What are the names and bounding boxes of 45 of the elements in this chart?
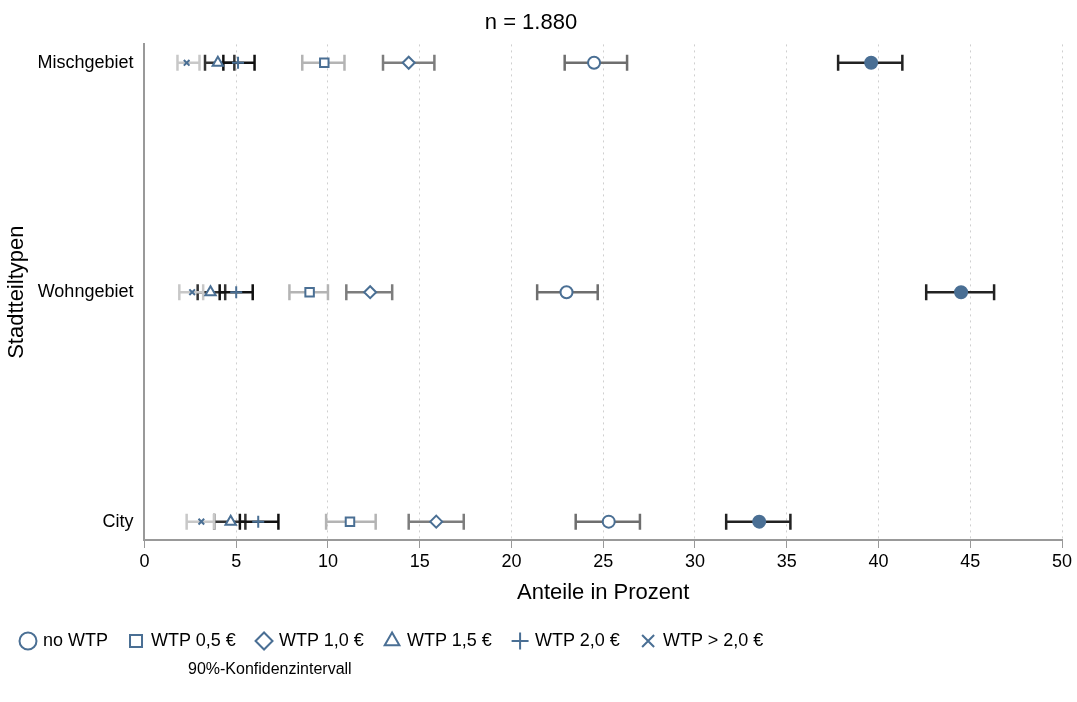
- point: [204, 285, 217, 297]
- x-tick-label: 25: [593, 550, 614, 571]
- legend-label: WTP 1,0 €: [279, 629, 364, 650]
- x-tick-label: 30: [684, 550, 705, 571]
- x-tick-label: 35: [776, 550, 797, 571]
- point: [864, 55, 879, 70]
- x-tick-label: 5: [231, 550, 242, 571]
- x-tick-label: 45: [960, 550, 981, 571]
- chart-title: n = 1.880: [484, 9, 578, 35]
- point: [363, 285, 378, 300]
- point: [304, 286, 315, 298]
- y-tick-label: Mischgebiet: [37, 51, 134, 72]
- point: [319, 57, 330, 68]
- point: [559, 285, 574, 300]
- point: [954, 285, 969, 300]
- point: [231, 55, 246, 70]
- x-tick-label: 40: [868, 550, 889, 571]
- point: [211, 55, 225, 67]
- point: [752, 514, 767, 529]
- x-tick-label: 10: [317, 550, 338, 571]
- point: [401, 55, 416, 70]
- legend-label: WTP 1,5 €: [407, 629, 492, 650]
- point: [188, 288, 196, 297]
- legend-label: no WTP: [43, 629, 109, 650]
- legend-label: WTP 0,5 €: [151, 629, 236, 650]
- x-tick-label: 15: [409, 550, 430, 571]
- legend-label: WTP > 2,0 €: [663, 629, 764, 650]
- y-tick-label: City: [102, 510, 134, 531]
- y-axis-title: Stadtteiltypen: [3, 225, 29, 359]
- point: [429, 514, 444, 529]
- point: [229, 285, 244, 300]
- x-tick-label: 0: [139, 550, 150, 571]
- x-tick-label: 20: [501, 550, 522, 571]
- point: [224, 514, 237, 526]
- y-tick-label: Wohngebiet: [37, 281, 134, 302]
- point: [344, 516, 356, 527]
- text: 90%-Konfidenzintervall: [187, 660, 353, 678]
- point: [587, 55, 602, 70]
- legend-label: WTP 2,0 €: [535, 629, 620, 650]
- x-tick-label: 50: [1051, 550, 1073, 571]
- point: [197, 517, 206, 526]
- point: [251, 514, 266, 529]
- point: [182, 58, 191, 67]
- point: [601, 514, 616, 529]
- x-axis-title: Anteile in Prozent: [517, 578, 690, 604]
